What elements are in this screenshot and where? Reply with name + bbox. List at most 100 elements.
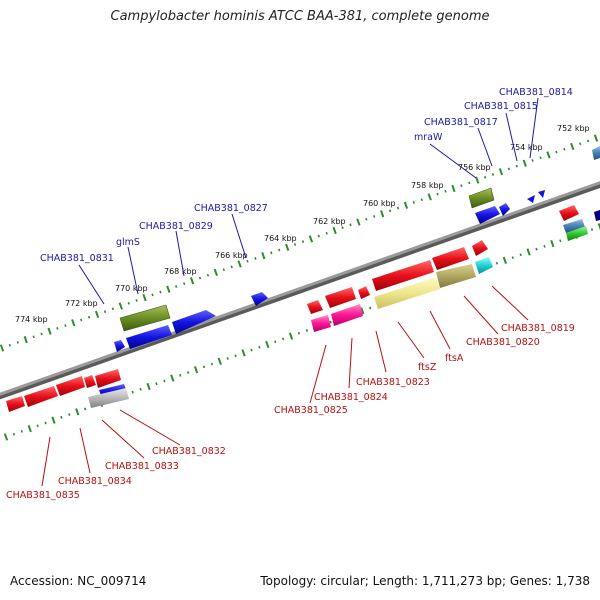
kbp-label: 764 kbp: [264, 234, 297, 243]
minor-tick: [365, 217, 368, 221]
gene-label[interactable]: ftsZ: [418, 362, 437, 373]
minor-tick: [183, 282, 186, 286]
gene-label[interactable]: CHAB381_0819: [501, 323, 575, 334]
major-tick: [27, 424, 32, 433]
gene-arrow[interactable]: [472, 240, 488, 256]
reverse-gene-labels: CHAB381_0819 CHAB381_0820 ftsA ftsZ CHAB…: [6, 285, 575, 501]
gene-arrow[interactable]: [374, 277, 440, 309]
leader-line: [231, 213, 247, 259]
minor-tick: [186, 371, 190, 374]
gene-arrow[interactable]: [325, 287, 356, 308]
minor-tick: [8, 343, 12, 347]
minor-tick: [222, 268, 225, 272]
minor-tick: [535, 247, 538, 251]
gene-arrow[interactable]: [527, 195, 535, 203]
major-tick: [265, 340, 270, 349]
gene-label[interactable]: CHAB381_0814: [499, 87, 573, 98]
minor-tick: [254, 257, 257, 260]
kbp-label: 770 kbp: [115, 284, 148, 293]
major-tick: [546, 151, 551, 159]
major-tick: [142, 293, 147, 302]
gene-label[interactable]: CHAB381_0823: [356, 377, 430, 388]
gene-arrow[interactable]: [436, 264, 476, 288]
minor-tick: [135, 299, 138, 302]
gene-arrow[interactable]: [95, 369, 121, 388]
kbp-label: 774 kbp: [15, 315, 48, 324]
gene-arrow[interactable]: [538, 190, 545, 198]
gene-label[interactable]: CHAB381_0817: [424, 117, 498, 128]
gene-arrow[interactable]: [592, 146, 600, 160]
gene-arrow[interactable]: [559, 205, 579, 221]
gene-label[interactable]: CHAB381_0825: [274, 405, 348, 416]
gene-arrow[interactable]: [84, 375, 96, 388]
minor-tick: [84, 407, 87, 411]
kbp-label: 758 kbp: [411, 181, 444, 190]
minor-tick: [175, 285, 178, 288]
minor-tick: [198, 276, 202, 280]
gene-label[interactable]: mraW: [414, 132, 443, 143]
minor-tick: [460, 184, 463, 188]
gene-arrow[interactable]: [56, 376, 85, 396]
gene-label[interactable]: CHAB381_0824: [314, 392, 388, 403]
minor-tick: [111, 307, 115, 311]
gene-arrow[interactable]: [475, 206, 500, 224]
minor-tick: [250, 348, 253, 352]
kbp-label: 772 kbp: [65, 299, 98, 308]
gene-arrow[interactable]: [119, 304, 171, 332]
gene-arrow[interactable]: [358, 286, 370, 299]
gene-label[interactable]: CHAB381_0829: [139, 221, 213, 232]
minor-tick: [281, 337, 285, 341]
major-tick: [51, 416, 56, 424]
gene-arrow[interactable]: [307, 300, 323, 314]
gene-label[interactable]: CHAB381_0827: [194, 203, 268, 214]
kbp-label: 752 kbp: [557, 124, 590, 133]
minor-tick: [559, 239, 562, 243]
gene-arrow[interactable]: [88, 388, 129, 408]
gene-arrow[interactable]: [563, 219, 585, 233]
leader-line: [429, 143, 477, 179]
gene-arrow[interactable]: [251, 292, 268, 306]
map-title: Campylobacter hominis ATCC BAA-381, comp…: [110, 9, 490, 24]
gene-label[interactable]: CHAB381_0835: [6, 490, 80, 501]
minor-tick: [412, 201, 415, 204]
gene-label[interactable]: ftsA: [445, 353, 464, 364]
minor-tick: [511, 256, 514, 259]
gene-label[interactable]: CHAB381_0833: [105, 461, 179, 472]
minor-tick: [579, 142, 582, 146]
gene-arrow[interactable]: [114, 340, 125, 352]
gene-arrow[interactable]: [6, 396, 25, 412]
major-tick: [288, 332, 294, 340]
gene-label[interactable]: CHAB381_0834: [58, 476, 132, 487]
gene-arrow[interactable]: [432, 247, 469, 270]
gene-arrow[interactable]: [126, 325, 172, 349]
major-tick: [356, 218, 361, 226]
gene-label[interactable]: CHAB381_0832: [152, 446, 226, 457]
kbp-label: 756 kbp: [458, 163, 491, 172]
major-tick: [170, 374, 175, 382]
minor-tick: [369, 306, 372, 310]
gene-arrow[interactable]: [594, 210, 600, 221]
genome-backbone-shadow: [0, 181, 600, 400]
gene-arrow[interactable]: [331, 304, 363, 326]
minor-tick: [293, 243, 297, 246]
gene-arrow[interactable]: [172, 310, 216, 334]
gene-label[interactable]: glmS: [116, 237, 140, 248]
gene-arrow[interactable]: [468, 187, 495, 209]
gene-arrow[interactable]: [566, 226, 588, 241]
major-tick: [146, 382, 151, 391]
minor-tick: [80, 318, 83, 322]
minor-tick: [563, 147, 566, 151]
gene-arrow[interactable]: [311, 315, 331, 332]
gene-arrow[interactable]: [24, 386, 58, 407]
gene-label[interactable]: CHAB381_0831: [40, 253, 114, 264]
minor-tick: [297, 331, 301, 335]
minor-tick: [230, 265, 233, 269]
minor-tick: [317, 234, 320, 238]
gene-arrow[interactable]: [499, 203, 510, 216]
gene-arrow[interactable]: [475, 257, 493, 274]
gene-label[interactable]: CHAB381_0820: [466, 337, 540, 348]
major-tick: [308, 235, 314, 243]
scale-ticks-upper: [0, 134, 599, 352]
gene-arrow[interactable]: [372, 260, 434, 291]
gene-label[interactable]: CHAB381_0815: [464, 101, 538, 112]
